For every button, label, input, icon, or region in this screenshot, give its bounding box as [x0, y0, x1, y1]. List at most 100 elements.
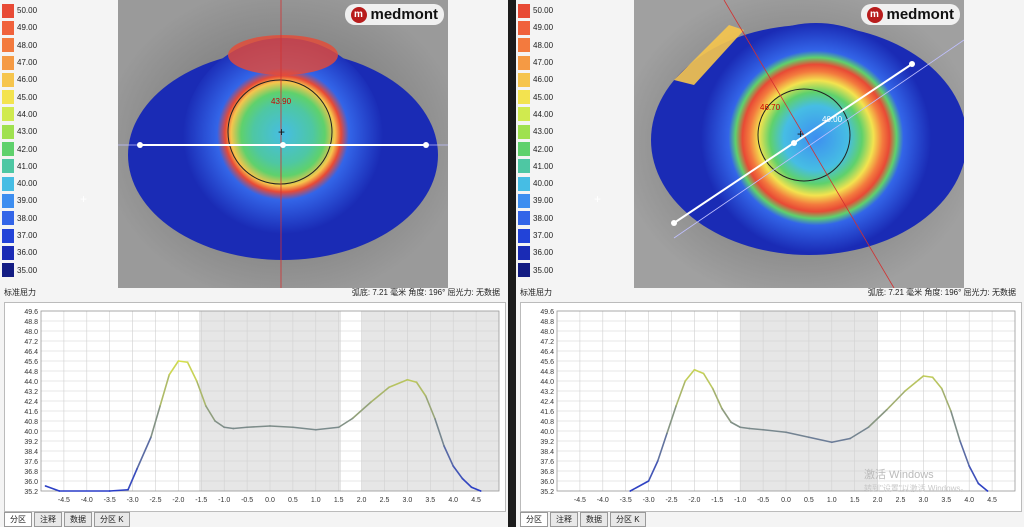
- y-tick-label: 43.2: [24, 389, 38, 396]
- x-tick-label: 1.0: [311, 497, 321, 504]
- profile-line-segment: [424, 395, 436, 419]
- x-tick-label: -4.0: [81, 497, 93, 504]
- x-tick-label: 3.5: [425, 497, 435, 504]
- profile-line-segment: [675, 380, 686, 407]
- profile-point: [479, 490, 482, 492]
- profile-line-segment: [904, 375, 924, 392]
- scale-title: 标准屈力: [520, 288, 552, 297]
- y-tick-label: 44.8: [540, 369, 554, 376]
- svg-text:+: +: [278, 125, 285, 139]
- profile-plot: 49.6 48.8 48.0 47.2 46.4 45.6 44.8 44.0 43.2 42.4…: [520, 302, 1022, 512]
- x-tick-label: 4.5: [471, 497, 481, 504]
- tab-zones[interactable]: 分区: [520, 512, 548, 527]
- profile-point: [940, 387, 943, 390]
- scale-row: 49.00: [518, 19, 558, 36]
- profile-point: [693, 368, 696, 371]
- profile-line-segment: [808, 436, 832, 444]
- scale-swatch: [518, 20, 530, 35]
- profile-point: [159, 405, 161, 407]
- x-tick-label: 2.5: [896, 497, 906, 504]
- profile-line-segment: [694, 369, 704, 375]
- profile-point: [58, 490, 61, 492]
- y-tick-label: 37.6: [24, 459, 38, 466]
- profile-line-segment: [292, 426, 316, 431]
- plot-frame: [40, 310, 500, 492]
- scale-swatch: [518, 176, 530, 191]
- scale-swatch: [518, 55, 530, 70]
- y-tick-label: 44.0: [24, 379, 38, 386]
- profile-line-segment: [684, 369, 696, 382]
- x-tick-label: 2.0: [873, 497, 883, 504]
- tab-notes[interactable]: 注释: [550, 512, 578, 527]
- profile-point: [647, 480, 650, 482]
- x-tick-label: -2.5: [665, 497, 677, 504]
- profile-line-segment: [186, 361, 198, 382]
- tab-zones-k[interactable]: 分区 K: [610, 512, 646, 527]
- tab-zones-k[interactable]: 分区 K: [94, 512, 130, 527]
- scale-label: 45.00: [533, 92, 554, 102]
- profile-line-segment: [150, 405, 161, 438]
- corneal-map: + 46.70 40.00 m medmont: [634, 0, 964, 288]
- profile-point: [269, 425, 271, 427]
- scale-label: 46.00: [17, 75, 38, 85]
- profile-point: [711, 387, 714, 390]
- y-tick-label: 36.0: [24, 479, 38, 486]
- y-tick-label: 40.0: [24, 429, 38, 436]
- profile-point: [656, 460, 659, 462]
- x-tick-label: 3.0: [919, 497, 929, 504]
- x-tick-label: 2.5: [380, 497, 390, 504]
- profile-line-segment: [740, 426, 750, 430]
- profile-line-segment: [950, 410, 961, 442]
- profile-line-segment: [127, 468, 138, 491]
- tab-zones[interactable]: 分区: [4, 512, 32, 527]
- profile-line-segment: [214, 420, 225, 428]
- svg-text:+: +: [797, 127, 804, 141]
- map-rings: [701, 23, 931, 253]
- scale-label: 40.00: [533, 179, 554, 189]
- tab-data[interactable]: 数据: [580, 512, 608, 527]
- scale-swatch: [518, 211, 530, 226]
- y-tick-label: 38.4: [540, 449, 554, 456]
- profile-point: [739, 426, 742, 429]
- profile-chart: 49.6 48.8 48.0 47.2 46.4 45.6 44.8 44.0 43.2 42.4…: [540, 309, 1016, 504]
- profile-point: [424, 395, 427, 397]
- y-tick-label: 37.6: [540, 459, 554, 466]
- scale-label: 37.00: [17, 231, 38, 240]
- x-tick-label: -0.5: [757, 497, 769, 504]
- x-tick-label: -1.5: [195, 497, 207, 504]
- scale-swatch: [518, 263, 530, 278]
- x-tick-label: -2.0: [688, 497, 700, 504]
- scale-label: 50.00: [533, 6, 554, 16]
- profile-line-segment: [629, 480, 649, 492]
- scale-swatch: [2, 245, 14, 260]
- profile-chart: 49.6 48.8 48.0 47.2 46.4 45.6 44.8 44.0 43.2 42.4…: [24, 309, 500, 504]
- logo-text: medmont: [370, 6, 439, 23]
- profile-point: [675, 405, 677, 407]
- scale-label: 39.00: [17, 196, 38, 206]
- scale-label: 42.00: [17, 144, 38, 154]
- y-tick-label: 49.6: [540, 309, 554, 316]
- activation-watermark: 激活 Windows: [864, 469, 934, 481]
- profile-point: [922, 375, 925, 377]
- scale-swatch: [2, 142, 14, 157]
- tab-data[interactable]: 数据: [64, 512, 92, 527]
- profile-line-segment: [647, 460, 659, 482]
- profile-point: [204, 405, 207, 407]
- topography-panel-right: 50.00 49.00 48.00 47.00 46.00 45.00 44.00 43.00…: [516, 0, 1024, 527]
- y-tick-label: 43.2: [540, 389, 554, 396]
- profile-point: [977, 482, 980, 485]
- profile-point: [337, 426, 340, 429]
- scale-label: 48.00: [17, 40, 38, 50]
- y-tick-label: 36.8: [24, 469, 38, 476]
- scale-swatch: [518, 3, 530, 18]
- profile-point: [885, 408, 888, 411]
- profile-point: [702, 372, 705, 375]
- scale-row: 38.00: [518, 210, 558, 227]
- tab-notes[interactable]: 注释: [34, 512, 62, 527]
- profile-line-segment: [205, 405, 216, 422]
- scale-row: 38.00: [2, 210, 42, 227]
- profile-point: [849, 437, 852, 440]
- scale-row: 43.00: [518, 123, 558, 140]
- profile-point: [666, 432, 668, 435]
- y-tick-label: 44.0: [540, 379, 554, 386]
